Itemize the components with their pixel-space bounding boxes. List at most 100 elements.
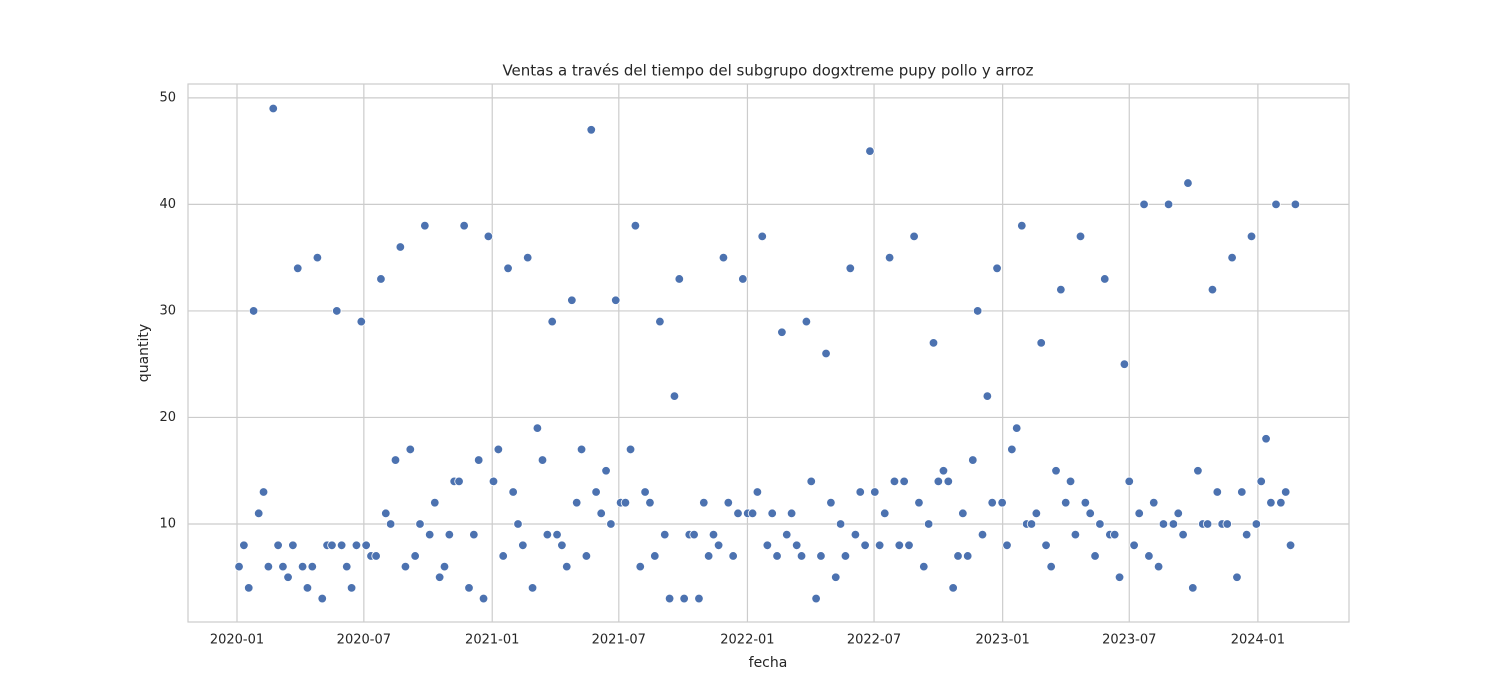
y-axis-label: quantity bbox=[136, 324, 152, 382]
point bbox=[1144, 551, 1154, 561]
point bbox=[992, 263, 1002, 274]
point bbox=[572, 497, 582, 508]
point bbox=[757, 231, 767, 242]
point bbox=[1285, 540, 1296, 550]
point bbox=[620, 497, 631, 508]
point bbox=[855, 487, 865, 497]
point bbox=[831, 572, 841, 582]
point bbox=[1207, 284, 1218, 295]
point bbox=[278, 561, 288, 572]
point bbox=[469, 529, 479, 540]
point bbox=[385, 519, 396, 529]
point bbox=[674, 274, 685, 284]
point bbox=[923, 519, 934, 529]
point bbox=[997, 497, 1007, 508]
point bbox=[865, 146, 875, 156]
point bbox=[576, 444, 587, 455]
point bbox=[1168, 519, 1179, 529]
x-tick-label: 2024-01 bbox=[1231, 633, 1285, 648]
point bbox=[601, 466, 611, 476]
point bbox=[962, 551, 973, 561]
point bbox=[982, 391, 993, 401]
point bbox=[1232, 572, 1242, 582]
point bbox=[987, 497, 997, 508]
point bbox=[1051, 466, 1061, 476]
point bbox=[718, 252, 729, 263]
point bbox=[346, 583, 357, 593]
point bbox=[899, 476, 909, 487]
x-tick-label: 2022-01 bbox=[720, 633, 774, 648]
point bbox=[1163, 199, 1174, 210]
point bbox=[664, 593, 675, 604]
point bbox=[835, 519, 846, 529]
point bbox=[1085, 508, 1095, 519]
point bbox=[943, 476, 954, 487]
point bbox=[1139, 199, 1149, 210]
point bbox=[273, 540, 283, 550]
point bbox=[728, 551, 738, 561]
point bbox=[1222, 519, 1232, 529]
point bbox=[777, 327, 787, 337]
point bbox=[307, 561, 317, 572]
point bbox=[772, 551, 782, 561]
point bbox=[253, 508, 264, 519]
point bbox=[444, 529, 455, 540]
point bbox=[532, 423, 543, 433]
point bbox=[796, 551, 807, 561]
point bbox=[1276, 497, 1286, 508]
points bbox=[234, 103, 1301, 604]
point bbox=[747, 508, 758, 519]
point bbox=[415, 519, 425, 529]
point bbox=[591, 487, 601, 497]
point bbox=[1183, 178, 1193, 188]
point bbox=[801, 316, 812, 327]
point bbox=[312, 252, 323, 263]
point bbox=[557, 540, 567, 550]
point bbox=[928, 338, 939, 348]
point bbox=[1261, 434, 1271, 444]
point bbox=[293, 263, 303, 274]
point bbox=[547, 316, 557, 327]
point bbox=[630, 220, 641, 231]
x-tick-label: 2021-01 bbox=[465, 633, 519, 648]
point bbox=[400, 561, 411, 572]
point bbox=[948, 583, 958, 593]
point bbox=[552, 529, 562, 540]
point bbox=[268, 103, 278, 114]
point bbox=[288, 540, 298, 550]
point bbox=[342, 561, 352, 572]
point bbox=[376, 274, 386, 284]
point bbox=[1149, 497, 1159, 508]
point bbox=[1158, 519, 1169, 529]
x-tick-label: 2023-01 bbox=[976, 633, 1030, 648]
plot-frame bbox=[187, 83, 1350, 623]
point bbox=[1281, 487, 1291, 497]
point bbox=[1241, 529, 1252, 540]
point bbox=[1110, 529, 1120, 540]
point bbox=[1271, 199, 1281, 210]
point bbox=[1012, 423, 1022, 433]
point bbox=[806, 476, 816, 487]
point bbox=[395, 242, 406, 252]
x-tick-label: 2020-07 bbox=[337, 633, 391, 648]
point bbox=[464, 583, 474, 593]
y-tick-label: 40 bbox=[159, 197, 176, 212]
point bbox=[1202, 519, 1213, 529]
point bbox=[870, 487, 880, 497]
point bbox=[1251, 519, 1262, 529]
point bbox=[1266, 497, 1276, 508]
point bbox=[317, 593, 327, 604]
point bbox=[640, 487, 650, 497]
point bbox=[258, 487, 269, 497]
point bbox=[390, 455, 401, 465]
point bbox=[1075, 231, 1086, 242]
point bbox=[1193, 466, 1203, 476]
point bbox=[361, 540, 371, 550]
point bbox=[327, 540, 337, 550]
point bbox=[302, 583, 313, 593]
point bbox=[542, 529, 553, 540]
point bbox=[1134, 508, 1144, 519]
point bbox=[919, 561, 929, 572]
